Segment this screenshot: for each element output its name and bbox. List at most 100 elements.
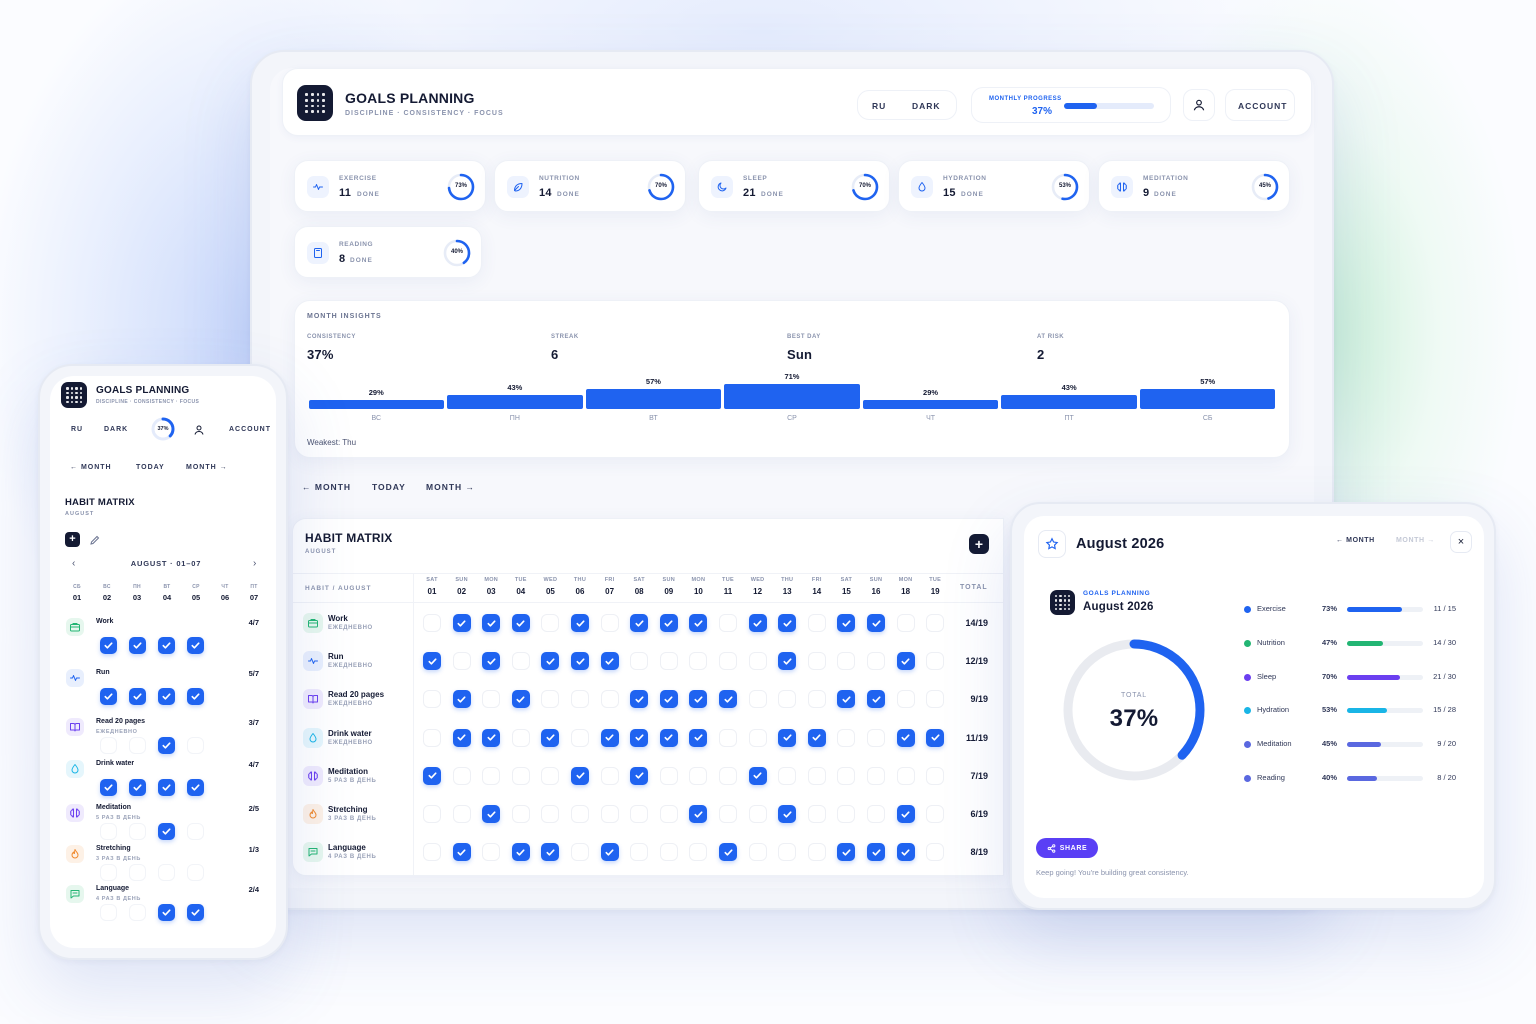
habit-check-empty[interactable] bbox=[926, 652, 945, 671]
phone-week-next[interactable]: › bbox=[253, 558, 257, 569]
habit-check-done[interactable] bbox=[630, 614, 649, 632]
habit-name[interactable]: Read 20 pages bbox=[328, 690, 385, 700]
habit-check-empty[interactable] bbox=[778, 690, 797, 709]
phone-habit-name[interactable]: Run bbox=[96, 669, 110, 676]
habit-check-done[interactable] bbox=[423, 652, 441, 671]
phone-habit-name[interactable]: Stretching bbox=[96, 845, 131, 852]
prev-month-link[interactable]: ← MONTH bbox=[302, 482, 352, 492]
phone-habit-check-done[interactable] bbox=[187, 779, 204, 796]
phone-habit-check-done[interactable] bbox=[187, 904, 204, 921]
habit-check-empty[interactable] bbox=[837, 766, 856, 785]
habit-check-done[interactable] bbox=[837, 614, 856, 632]
habit-check-done[interactable] bbox=[571, 652, 589, 671]
habit-check-empty[interactable] bbox=[867, 805, 885, 823]
habit-check-empty[interactable] bbox=[423, 614, 441, 632]
habit-name[interactable]: Run bbox=[328, 652, 344, 662]
habit-check-empty[interactable] bbox=[659, 652, 678, 671]
phone-habit-check-empty[interactable] bbox=[158, 864, 175, 881]
habit-check-done[interactable] bbox=[896, 805, 915, 823]
habit-check-empty[interactable] bbox=[541, 805, 560, 823]
habit-check-empty[interactable] bbox=[867, 652, 885, 671]
phone-habit-check-done[interactable] bbox=[158, 779, 175, 796]
habit-check-empty[interactable] bbox=[689, 843, 708, 862]
habit-check-done[interactable] bbox=[896, 652, 915, 671]
habit-check-empty[interactable] bbox=[926, 805, 945, 823]
habit-check-done[interactable] bbox=[748, 614, 767, 632]
habit-check-empty[interactable] bbox=[423, 728, 441, 747]
habit-check-empty[interactable] bbox=[867, 728, 885, 747]
phone-habit-check-done[interactable] bbox=[158, 688, 175, 705]
phone-habit-name[interactable]: Work bbox=[96, 618, 114, 625]
phone-habit-check-done[interactable] bbox=[129, 637, 146, 654]
habit-check-done[interactable] bbox=[896, 843, 915, 862]
habit-check-done[interactable] bbox=[541, 652, 560, 671]
habit-check-empty[interactable] bbox=[452, 766, 471, 785]
habit-check-done[interactable] bbox=[571, 614, 589, 632]
habit-check-empty[interactable] bbox=[452, 805, 471, 823]
habit-check-empty[interactable] bbox=[926, 614, 945, 632]
habit-check-empty[interactable] bbox=[600, 614, 619, 632]
habit-check-done[interactable] bbox=[689, 805, 708, 823]
habit-check-empty[interactable] bbox=[511, 728, 530, 747]
habit-check-empty[interactable] bbox=[837, 728, 856, 747]
habit-check-done[interactable] bbox=[630, 690, 649, 709]
habit-check-empty[interactable] bbox=[896, 766, 915, 785]
habit-check-empty[interactable] bbox=[807, 843, 826, 862]
phone-user-button[interactable] bbox=[190, 421, 208, 439]
habit-check-done[interactable] bbox=[482, 805, 501, 823]
habit-check-empty[interactable] bbox=[689, 652, 708, 671]
lang-toggle[interactable]: RU bbox=[872, 101, 887, 111]
habit-check-empty[interactable] bbox=[867, 766, 885, 785]
habit-check-done[interactable] bbox=[689, 728, 708, 747]
habit-check-done[interactable] bbox=[778, 652, 797, 671]
habit-check-done[interactable] bbox=[867, 614, 885, 632]
habit-check-empty[interactable] bbox=[748, 805, 767, 823]
phone-habit-name[interactable]: Meditation bbox=[96, 804, 131, 811]
habit-check-empty[interactable] bbox=[630, 843, 649, 862]
habit-check-empty[interactable] bbox=[600, 690, 619, 709]
phone-habit-check-done[interactable] bbox=[158, 904, 175, 921]
habit-check-empty[interactable] bbox=[541, 690, 560, 709]
habit-check-empty[interactable] bbox=[600, 805, 619, 823]
habit-check-empty[interactable] bbox=[837, 652, 856, 671]
summary-next-month[interactable]: MONTH → bbox=[1396, 537, 1435, 544]
habit-check-empty[interactable] bbox=[571, 728, 589, 747]
phone-theme-toggle[interactable]: DARK bbox=[104, 426, 129, 433]
habit-check-empty[interactable] bbox=[719, 614, 737, 632]
habit-check-done[interactable] bbox=[482, 728, 501, 747]
habit-check-done[interactable] bbox=[482, 614, 501, 632]
habit-check-done[interactable] bbox=[452, 843, 471, 862]
stat-card-sleep[interactable]: SLEEP 21 DONE 70% bbox=[698, 160, 890, 212]
phone-habit-check-done[interactable] bbox=[100, 779, 117, 796]
habit-check-done[interactable] bbox=[896, 728, 915, 747]
habit-check-empty[interactable] bbox=[600, 766, 619, 785]
habit-check-empty[interactable] bbox=[807, 652, 826, 671]
account-button[interactable]: ACCOUNT bbox=[1225, 89, 1295, 121]
phone-lang-toggle[interactable]: RU bbox=[71, 426, 84, 433]
habit-check-done[interactable] bbox=[689, 614, 708, 632]
habit-check-done[interactable] bbox=[600, 728, 619, 747]
habit-check-empty[interactable] bbox=[541, 614, 560, 632]
habit-check-empty[interactable] bbox=[748, 843, 767, 862]
phone-edit-icon[interactable] bbox=[89, 533, 101, 545]
habit-name[interactable]: Drink water bbox=[328, 728, 372, 738]
habit-check-done[interactable] bbox=[423, 766, 441, 785]
phone-habit-name[interactable]: Language bbox=[96, 885, 130, 892]
phone-habit-check-empty[interactable] bbox=[100, 737, 117, 754]
phone-habit-check-empty[interactable] bbox=[187, 737, 204, 754]
favorite-star-button[interactable] bbox=[1038, 530, 1066, 558]
habit-check-empty[interactable] bbox=[719, 766, 737, 785]
phone-habit-check-empty[interactable] bbox=[129, 864, 146, 881]
phone-habit-check-done[interactable] bbox=[129, 779, 146, 796]
add-habit-button[interactable]: + bbox=[969, 534, 989, 554]
habit-check-done[interactable] bbox=[630, 766, 649, 785]
habit-check-done[interactable] bbox=[600, 843, 619, 862]
phone-habit-check-done[interactable] bbox=[158, 637, 175, 654]
habit-check-done[interactable] bbox=[837, 690, 856, 709]
phone-habit-check-done[interactable] bbox=[158, 737, 175, 754]
next-month-link[interactable]: MONTH → bbox=[426, 482, 476, 492]
stat-card-hydration[interactable]: HYDRATION 15 DONE 53% bbox=[898, 160, 1090, 212]
phone-add-habit-button[interactable]: + bbox=[65, 532, 80, 547]
phone-habit-check-done[interactable] bbox=[158, 823, 175, 840]
habit-check-empty[interactable] bbox=[423, 690, 441, 709]
